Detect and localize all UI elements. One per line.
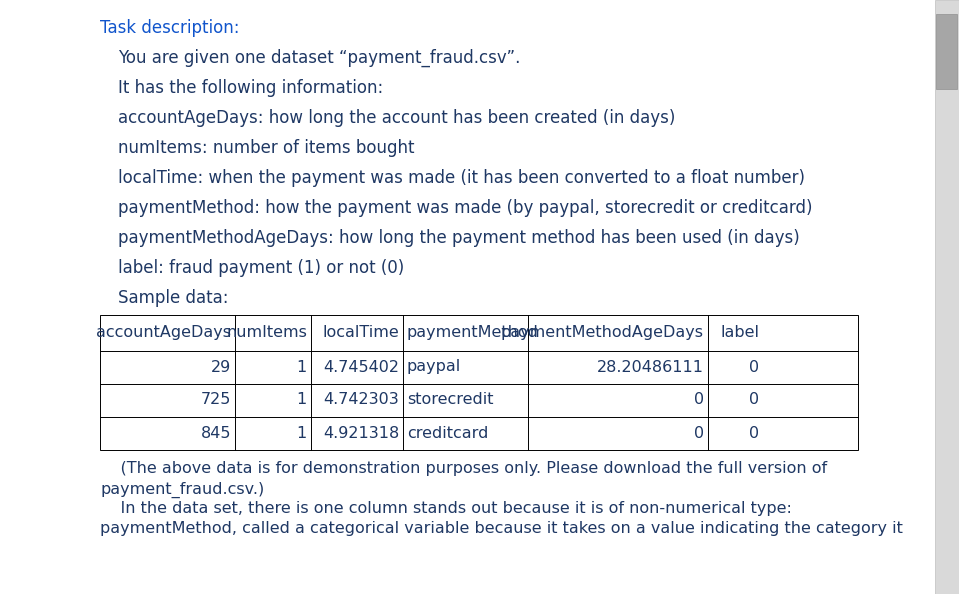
Text: Task description:: Task description: [100,19,240,37]
Text: 0: 0 [694,425,704,441]
Text: creditcard: creditcard [407,425,488,441]
Text: storecredit: storecredit [407,393,494,407]
Text: 0: 0 [749,359,759,374]
Text: paymentMethodAgeDays: paymentMethodAgeDays [501,325,704,340]
Text: paymentMethod, called a categorical variable because it takes on a value indicat: paymentMethod, called a categorical vari… [100,522,902,536]
Text: accountAgeDays: how long the account has been created (in days): accountAgeDays: how long the account has… [118,109,675,127]
Text: localTime: when the payment was made (it has been converted to a float number): localTime: when the payment was made (it… [118,169,805,187]
Text: In the data set, there is one column stands out because it is of non-numerical t: In the data set, there is one column sta… [100,501,792,517]
Text: Sample data:: Sample data: [118,289,228,307]
Text: 725: 725 [200,393,231,407]
Text: numItems: number of items bought: numItems: number of items bought [118,139,414,157]
Text: 4.921318: 4.921318 [323,425,399,441]
Text: paypal: paypal [407,359,461,374]
Text: 0: 0 [694,393,704,407]
Text: paymentMethod: paymentMethod [407,325,539,340]
Text: 1: 1 [296,393,307,407]
Text: 4.745402: 4.745402 [323,359,399,374]
Text: 28.20486111: 28.20486111 [597,359,704,374]
Text: You are given one dataset “payment_fraud.csv”.: You are given one dataset “payment_fraud… [118,49,521,67]
Text: It has the following information:: It has the following information: [118,79,384,97]
Text: numItems: numItems [226,325,307,340]
Bar [935,0,959,594]
Text: label: label [720,325,759,340]
Text: 0: 0 [749,393,759,407]
Bar [100,314,858,450]
Bar [936,14,957,89]
Text: localTime: localTime [322,325,399,340]
Text: (The above data is for demonstration purposes only. Please download the full ver: (The above data is for demonstration pur… [100,462,827,476]
Text: 4.742303: 4.742303 [323,393,399,407]
Text: 0: 0 [749,425,759,441]
Text: 845: 845 [200,425,231,441]
Text: paymentMethodAgeDays: how long the payment method has been used (in days): paymentMethodAgeDays: how long the payme… [118,229,800,247]
Text: paymentMethod: how the payment was made (by paypal, storecredit or creditcard): paymentMethod: how the payment was made … [118,199,812,217]
Text: label: fraud payment (1) or not (0): label: fraud payment (1) or not (0) [118,259,405,277]
Text: 1: 1 [296,425,307,441]
Text: 29: 29 [211,359,231,374]
Text: 1: 1 [296,359,307,374]
Text: payment_fraud.csv.): payment_fraud.csv.) [100,482,265,498]
Text: accountAgeDays: accountAgeDays [96,325,231,340]
